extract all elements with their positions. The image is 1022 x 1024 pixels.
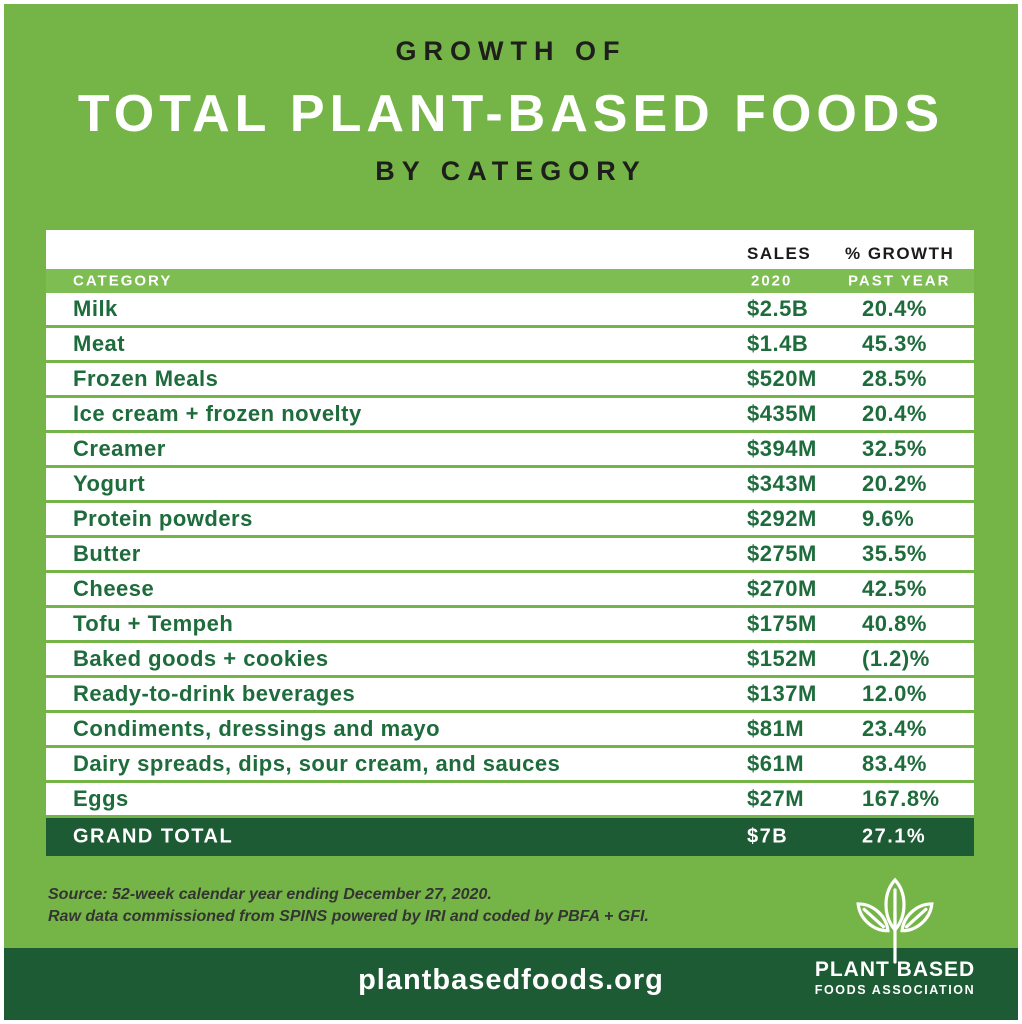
category-cell: Frozen Meals — [73, 366, 219, 391]
table-row: Baked goods + cookies $152M (1.2)% — [46, 643, 974, 675]
sales-year-subheader: 2020 — [751, 272, 793, 290]
table-row: Eggs $27M 167.8% — [46, 783, 974, 815]
category-cell: Butter — [73, 541, 141, 566]
grand-total-label: GRAND TOTAL — [73, 825, 234, 848]
sales-cell: $152M — [747, 646, 817, 671]
sales-cell: $435M — [747, 401, 817, 426]
page-subtitle: BY CATEGORY — [375, 156, 647, 186]
sales-cell: $81M — [747, 716, 805, 741]
sales-cell: $137M — [747, 681, 817, 706]
source-line-1: Source: 52-week calendar year ending Dec… — [48, 886, 492, 903]
growth-cell: 40.8% — [862, 611, 927, 636]
growth-cell: 167.8% — [862, 786, 940, 811]
table-row: Ice cream + frozen novelty $435M 20.4% — [46, 398, 974, 430]
growth-cell: 12.0% — [862, 681, 927, 706]
growth-cell: 32.5% — [862, 436, 927, 461]
growth-cell: 35.5% — [862, 541, 927, 566]
growth-cell: 42.5% — [862, 576, 927, 601]
growth-cell: 20.4% — [862, 401, 927, 426]
source-line-2: Raw data commissioned from SPINS powered… — [48, 908, 649, 925]
bottom-bar — [0, 948, 1022, 1024]
table-row: Tofu + Tempeh $175M 40.8% — [46, 608, 974, 640]
logo-name-line2: FOODS ASSOCIATION — [814, 983, 976, 997]
table-row: Creamer $394M 32.5% — [46, 433, 974, 465]
category-cell: Cheese — [73, 576, 155, 601]
sales-cell: $2.5B — [747, 296, 809, 321]
category-cell: Milk — [73, 296, 118, 321]
growth-period-subheader: PAST YEAR — [848, 272, 951, 290]
sales-cell: $343M — [747, 471, 817, 496]
category-cell: Dairy spreads, dips, sour cream, and sau… — [73, 751, 561, 776]
table-row: Butter $275M 35.5% — [46, 538, 974, 570]
sales-cell: $270M — [747, 576, 817, 601]
growth-cell: 9.6% — [862, 506, 915, 531]
category-cell: Baked goods + cookies — [73, 646, 329, 671]
category-cell: Ready-to-drink beverages — [73, 681, 356, 706]
website-link[interactable]: plantbasedfoods.org — [358, 964, 664, 996]
table-row: Condiments, dressings and mayo $81M 23.4% — [46, 713, 974, 745]
table-row: Protein powders $292M 9.6% — [46, 503, 974, 535]
sales-cell: $394M — [747, 436, 817, 461]
grand-total-row: GRAND TOTAL $7B 27.1% — [46, 818, 974, 856]
category-cell: Tofu + Tempeh — [73, 611, 234, 636]
growth-cell: 28.5% — [862, 366, 927, 391]
sales-cell: $520M — [747, 366, 817, 391]
three-leaf-plant-icon — [856, 877, 934, 964]
table-row: Meat $1.4B 45.3% — [46, 328, 974, 360]
sales-cell: $27M — [747, 786, 805, 811]
sales-cell: $175M — [747, 611, 817, 636]
category-cell: Eggs — [73, 786, 129, 811]
growth-column-header: % GROWTH — [845, 244, 955, 263]
growth-cell: 83.4% — [862, 751, 927, 776]
table-body: Milk $2.5B 20.4% Meat $1.4B 45.3% Frozen Meals… — [46, 293, 974, 815]
grand-total-sales: $7B — [747, 825, 789, 848]
sales-cell: $61M — [747, 751, 805, 776]
table-row: Cheese $270M 42.5% — [46, 573, 974, 605]
table-row: Frozen Meals $520M 28.5% — [46, 363, 974, 395]
growth-cell: 45.3% — [862, 331, 927, 356]
category-cell: Yogurt — [73, 471, 146, 496]
logo-name-line1: PLANT BASED — [814, 958, 976, 981]
source-note: Source: 52-week calendar year ending Dec… — [48, 884, 649, 928]
sales-cell: $275M — [747, 541, 817, 566]
table-row: Yogurt $343M 20.2% — [46, 468, 974, 500]
category-cell: Creamer — [73, 436, 166, 461]
category-cell: Meat — [73, 331, 126, 356]
category-column-header: CATEGORY — [73, 272, 173, 290]
growth-cell: 23.4% — [862, 716, 927, 741]
kicker-text: GROWTH OF — [395, 36, 627, 66]
sales-column-header: SALES — [747, 244, 812, 263]
growth-cell: 20.2% — [862, 471, 927, 496]
category-cell: Ice cream + frozen novelty — [73, 401, 362, 426]
category-cell: Protein powders — [73, 506, 253, 531]
table-subheader-band: CATEGORY 2020 PAST YEAR — [46, 269, 974, 293]
table-row: Dairy spreads, dips, sour cream, and sau… — [46, 748, 974, 780]
sales-cell: $1.4B — [747, 331, 809, 356]
page-title: TOTAL PLANT-BASED FOODS — [77, 85, 945, 143]
sales-cell: $292M — [747, 506, 817, 531]
category-cell: Condiments, dressings and mayo — [73, 716, 441, 741]
table-header-row: SALES % GROWTH — [46, 230, 974, 269]
grand-total-growth: 27.1% — [862, 825, 927, 848]
table-row: Milk $2.5B 20.4% — [46, 293, 974, 325]
pbfa-logo: PLANT BASED FOODS ASSOCIATION — [810, 876, 980, 997]
data-table: SALES % GROWTH CATEGORY 2020 PAST YEAR M… — [46, 230, 974, 856]
table-row: Ready-to-drink beverages $137M 12.0% — [46, 678, 974, 710]
growth-cell: (1.2)% — [862, 646, 930, 671]
growth-cell: 20.4% — [862, 296, 927, 321]
